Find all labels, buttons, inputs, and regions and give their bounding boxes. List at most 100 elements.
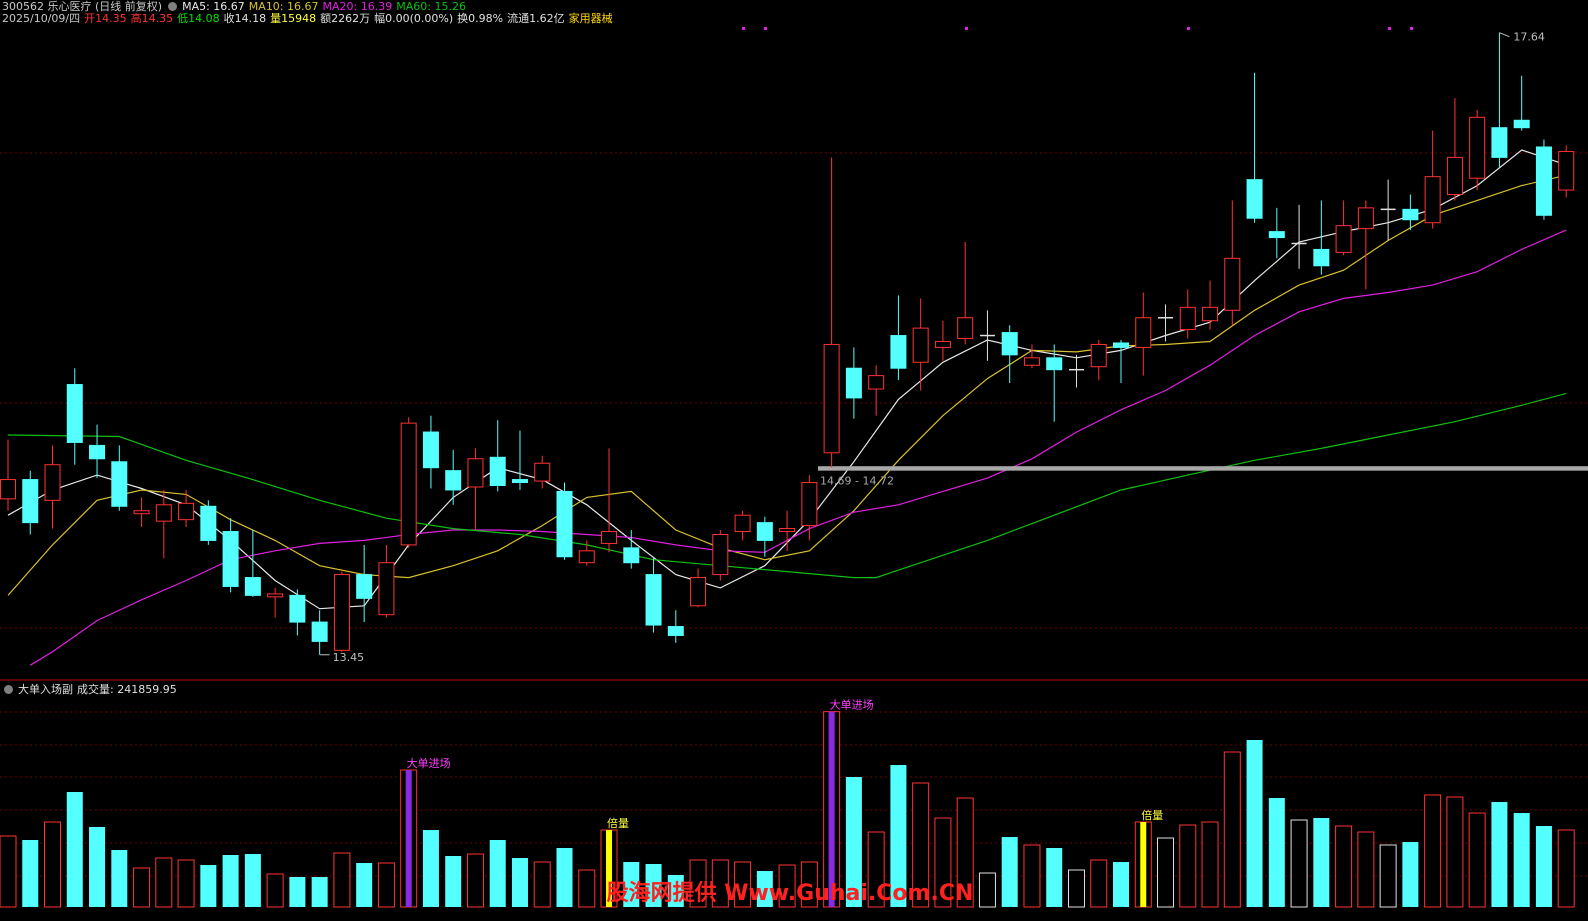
candle-body (556, 490, 573, 558)
info-item: 家用器械 (568, 12, 613, 25)
candle-body (1335, 225, 1352, 253)
candle-body (1446, 156, 1463, 195)
stock-title: 300562 乐心医疗 (日线 前复权) (2, 0, 163, 13)
volume-bar (1113, 862, 1129, 907)
volume-bar (978, 872, 996, 908)
candle-body (1268, 231, 1285, 239)
candle-body (868, 375, 885, 390)
volume-bar (155, 857, 173, 908)
candle-body (267, 593, 284, 598)
volume-bar (711, 859, 729, 908)
volume-bar (533, 861, 551, 908)
volume-bar (200, 865, 217, 907)
volume-bar (1557, 829, 1575, 908)
volume-bar (177, 859, 195, 908)
volume-bar (1402, 842, 1419, 907)
candle-body (734, 514, 751, 533)
candle-body (1535, 146, 1552, 216)
volume-bar (1335, 825, 1353, 908)
candle-body (400, 422, 417, 546)
info-item: 额2262万 (320, 12, 371, 25)
min-label: 13.45 (333, 651, 365, 664)
volume-bar (489, 840, 506, 907)
candle-body (690, 577, 707, 607)
volume-bar (89, 827, 106, 907)
volume-bar (1179, 824, 1197, 908)
signal-fill (405, 770, 412, 907)
header-line-1: 300562 乐心医疗 (日线 前复权) MA5: 16.67 MA10: 16.6… (2, 0, 474, 13)
header-line-2: 2025/10/09/四 开14.35 高14.35 低14.08 收14.18 量159… (2, 12, 617, 25)
watermark: 股海网提供 Www.Guhai.Com.CN (607, 880, 974, 906)
volume-bar (66, 792, 83, 907)
volume-bar (1468, 812, 1486, 908)
candle-body (1357, 207, 1374, 230)
candle-body (244, 577, 261, 596)
volume-bar (44, 821, 62, 908)
volume-bar (800, 861, 818, 908)
volume-bar (1313, 818, 1330, 907)
info-item: 量15948 (270, 12, 317, 25)
legend-entry: MA20: 16.39 (322, 0, 393, 13)
candle-body (44, 464, 61, 501)
candle-body (333, 574, 350, 651)
level-line (818, 466, 1588, 471)
candle-body (601, 531, 618, 544)
candle-body (155, 504, 172, 522)
signal-label: 大单进场 (830, 698, 874, 712)
candle-body (289, 594, 306, 623)
candle-body (1001, 332, 1018, 356)
ma-line (7, 392, 1567, 579)
candle-body (1113, 342, 1129, 348)
candle-body (1491, 127, 1508, 158)
volume-bar (1157, 837, 1175, 908)
candle-body (222, 531, 239, 587)
candle-body (22, 479, 39, 524)
candle-body (779, 528, 796, 533)
candle-body (66, 384, 83, 443)
volume-bar (667, 874, 684, 907)
candle-body (534, 462, 551, 482)
volume-bar (778, 864, 796, 908)
max-label: 17.64 (1513, 31, 1545, 44)
volume-bar (734, 861, 752, 908)
candle-body (1246, 179, 1263, 219)
signal-fill (1140, 822, 1147, 907)
volume-bar (1223, 751, 1241, 908)
candle-body (667, 626, 684, 636)
candle-body (133, 510, 150, 515)
volume-bar (244, 854, 261, 907)
volume-bar (1023, 844, 1041, 908)
candle-body (378, 562, 395, 616)
signal-fill (606, 830, 613, 907)
volume-bar (1535, 826, 1552, 907)
volume-bar (1424, 794, 1442, 908)
candle-body (200, 505, 217, 541)
candle-body (0, 479, 16, 500)
panel-title: 大单入场副 (18, 683, 73, 696)
legend-entry: MA10: 16.67 (248, 0, 319, 13)
candle-body (801, 482, 818, 527)
volume-bar (311, 877, 328, 907)
info-item: 低14.08 (177, 12, 220, 25)
candle-body (756, 522, 773, 541)
candle-body (467, 458, 484, 488)
volume-bar (756, 871, 773, 907)
volume-bar (956, 797, 974, 908)
candle-body (1135, 317, 1152, 348)
legend: MA5: 16.67 MA10: 16.67 MA20: 16.39 MA60: 15… (182, 0, 470, 13)
volume-bar (556, 848, 573, 907)
info-item: 流通1.62亿 (507, 12, 565, 25)
candle-body (645, 574, 662, 626)
volume-bar (623, 862, 640, 907)
candle-body (1090, 343, 1107, 368)
volume-bar (1268, 798, 1285, 907)
volume-bar (1446, 796, 1464, 908)
volume-bar (1357, 831, 1375, 908)
volume-bar (1201, 821, 1219, 908)
volume-bar (0, 835, 17, 908)
candle-body (1469, 116, 1486, 179)
candle-body (445, 470, 462, 491)
volume-bar (133, 867, 151, 908)
